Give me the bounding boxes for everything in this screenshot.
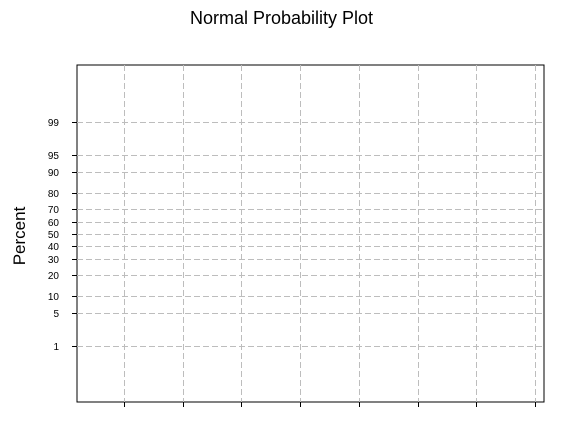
chart-title: Normal Probability Plot <box>189 8 374 28</box>
y-tick-label: 5 <box>53 309 59 320</box>
y-tick-label: 70 <box>48 205 60 216</box>
y-tick-label: 20 <box>48 271 60 282</box>
grid-layer <box>77 65 544 402</box>
y-tick-label: 40 <box>48 242 60 253</box>
y-tick-label: 1 <box>53 342 59 353</box>
y-tick-label: 80 <box>48 189 60 200</box>
y-tick-label: 50 <box>48 230 60 241</box>
y-tick-label: 99 <box>48 118 60 129</box>
y-tick-label: 60 <box>48 218 60 229</box>
y-tick-label: 10 <box>48 292 60 303</box>
y-tick-label: 90 <box>48 168 60 179</box>
y-tick-label: 95 <box>48 151 60 162</box>
y-tick-label: 30 <box>48 255 60 266</box>
plot-area-frame <box>76 64 545 403</box>
